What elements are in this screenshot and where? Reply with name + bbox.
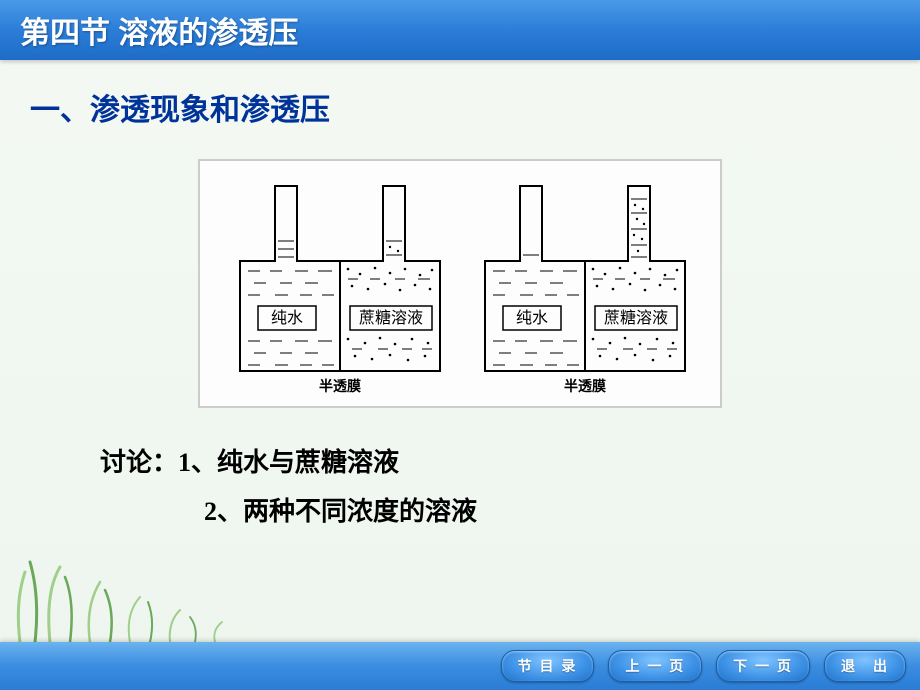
panel1-caption: 半透膜	[319, 378, 361, 395]
panel2-caption: 半透膜	[564, 378, 606, 395]
panel1-left-label: 纯水	[271, 309, 303, 327]
toc-button[interactable]: 节 目 录	[501, 650, 595, 682]
osmosis-diagram: 纯水 蔗糖溶液 半透膜	[198, 159, 722, 408]
prev-button[interactable]: 上 一 页	[608, 650, 702, 682]
discussion-prefix: 讨论：	[100, 448, 178, 477]
header-bar: 第四节 溶液的渗透压	[0, 0, 920, 60]
panel1-right-label: 蔗糖溶液	[359, 309, 423, 327]
diagram-container: 纯水 蔗糖溶液 半透膜	[30, 159, 890, 408]
footer-bar: 节 目 录 上 一 页 下 一 页 退 出	[0, 642, 920, 690]
next-button[interactable]: 下 一 页	[716, 650, 810, 682]
discussion-line-1: 讨论：1、纯水与蔗糖溶液	[100, 438, 890, 487]
discussion-item-1: 1、纯水与蔗糖溶液	[178, 448, 399, 477]
discussion-line-2: 2、两种不同浓度的溶液	[204, 487, 890, 536]
header-title: 第四节 溶液的渗透压	[20, 8, 298, 52]
section-heading: 一、渗透现象和渗透压	[30, 85, 890, 129]
panel2-right-label: 蔗糖溶液	[604, 309, 668, 327]
content-area: 一、渗透现象和渗透压	[0, 60, 920, 630]
exit-button[interactable]: 退 出	[824, 650, 906, 682]
panel2-left-label: 纯水	[516, 309, 548, 327]
discussion-block: 讨论：1、纯水与蔗糖溶液 2、两种不同浓度的溶液	[100, 438, 890, 537]
